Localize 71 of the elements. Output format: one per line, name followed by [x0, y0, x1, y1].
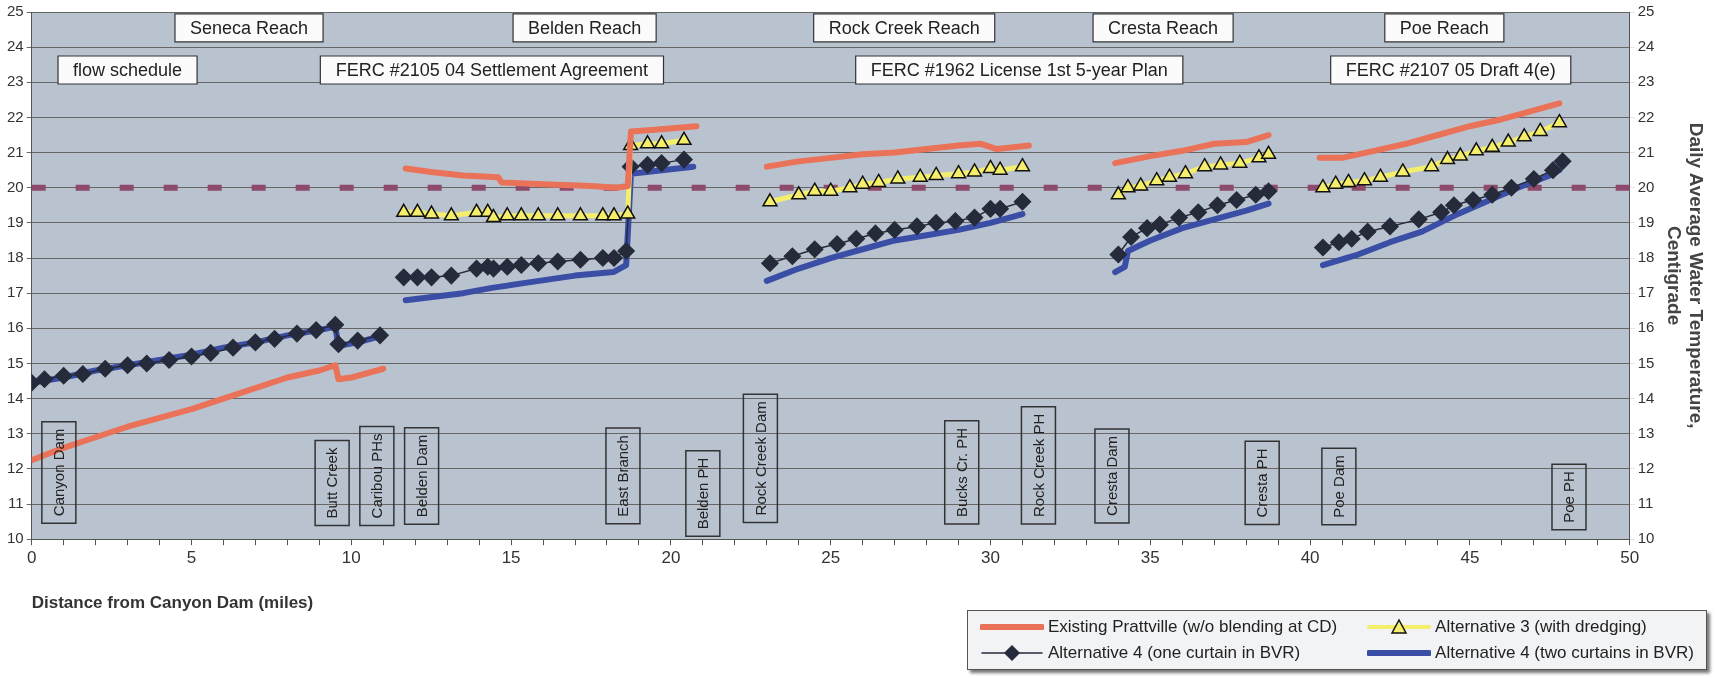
y-tick-label: 16 — [7, 318, 24, 336]
annotation: FERC #1962 License 1st 5-year Plan — [870, 59, 1168, 80]
y-tick-label: 23 — [7, 72, 24, 90]
y-tick-label: 25 — [7, 2, 24, 20]
annotation: Cresta Dam — [1103, 435, 1121, 516]
annotation: FERC #2105 04 Settlement Agreement — [335, 59, 649, 80]
y-tick-label: 15 — [7, 353, 24, 371]
annotation: Poe Dam — [1330, 455, 1348, 518]
annotation: Cresta PH — [1253, 448, 1271, 518]
y-tick-label: 10 — [7, 529, 24, 547]
y2-tick-label: 18 — [1637, 248, 1655, 266]
y2-tick-label: 21 — [1637, 142, 1655, 160]
y-tick-label: 22 — [7, 107, 24, 125]
y-tick-label: 24 — [7, 37, 24, 55]
annotation: Belden Dam — [412, 434, 430, 518]
y2-tick-label: 22 — [1637, 107, 1655, 125]
x-tick-label: 15 — [501, 548, 521, 568]
x-tick-label: 0 — [26, 548, 37, 568]
y-tick-label: 11 — [8, 494, 24, 512]
y2-tick-label: 25 — [1637, 2, 1655, 20]
annotation: Rock Creek PH — [1029, 413, 1047, 518]
x-tick-label: 45 — [1460, 548, 1480, 568]
y2-tick-label: 19 — [1637, 213, 1655, 231]
y-tick-label: 17 — [7, 283, 24, 301]
annotation: Poe Reach — [1399, 17, 1489, 38]
x-tick-label: 50 — [1620, 548, 1640, 568]
x-axis-title: Distance from Canyon Dam (miles) — [31, 593, 314, 613]
annotation: FERC #2107 05 Draft 4(e) — [1345, 59, 1556, 80]
legend-label: Alternative 3 (with dredging) — [1435, 617, 1647, 637]
y2-tick-label: 12 — [1637, 459, 1655, 477]
annotation: Poe PH — [1560, 471, 1578, 523]
legend-label: Existing Prattville (w/o blending at CD) — [1047, 617, 1338, 637]
annotation: Seneca Reach — [189, 17, 309, 38]
y2-tick-label: 10 — [1637, 529, 1655, 547]
legend-label: Alternative 4 (two curtains in BVR) — [1435, 643, 1694, 663]
y2-tick-label: 11 — [1637, 494, 1654, 512]
y2-tick-label: 17 — [1637, 283, 1655, 301]
legend-label: Alternative 4 (one curtain in BVR) — [1047, 643, 1301, 663]
annotation: East Branch — [614, 435, 632, 517]
annotation: Caribou PHs — [368, 433, 385, 519]
x-tick-label: 20 — [661, 548, 681, 568]
y2-tick-label: 24 — [1637, 37, 1655, 55]
y2-tick-label: 15 — [1637, 353, 1655, 371]
annotation: Cresta Reach — [1108, 17, 1219, 38]
annotation: Rock Creek Reach — [828, 17, 980, 38]
y2-tick-label: 13 — [1637, 423, 1655, 441]
y2-tick-label: 16 — [1637, 318, 1655, 336]
x-tick-label: 40 — [1300, 548, 1320, 568]
y-tick-label: 14 — [7, 388, 24, 406]
annotation: Belden PH — [694, 457, 711, 530]
y-tick-label: 21 — [7, 142, 24, 160]
annotation: flow schedule — [73, 59, 183, 80]
x-tick-label: 35 — [1140, 548, 1160, 568]
y-tick-label: 20 — [7, 177, 24, 195]
y-tick-label: 13 — [7, 423, 24, 441]
annotation: Butt Creek — [323, 447, 341, 519]
annotation: Bucks Cr. PH — [952, 427, 970, 518]
y2-tick-label: 20 — [1637, 177, 1655, 195]
x-tick-label: 5 — [186, 548, 197, 568]
y2-tick-label: 14 — [1637, 388, 1655, 406]
y-tick-label: 12 — [7, 459, 24, 477]
y2-tick-label: 23 — [1637, 72, 1655, 90]
annotation: Rock Creek Dam — [751, 401, 769, 516]
y-tick-label: 18 — [7, 248, 24, 266]
annotation: Canyon Dam — [49, 428, 67, 517]
y2-axis-title: Daily Average Water Temperature, Centigrade — [1663, 122, 1708, 429]
y-tick-label: 19 — [7, 213, 24, 231]
x-tick-label: 25 — [821, 548, 841, 568]
annotation: Belden Reach — [528, 17, 642, 38]
x-tick-label: 30 — [981, 548, 1000, 568]
x-tick-label: 10 — [341, 548, 361, 568]
